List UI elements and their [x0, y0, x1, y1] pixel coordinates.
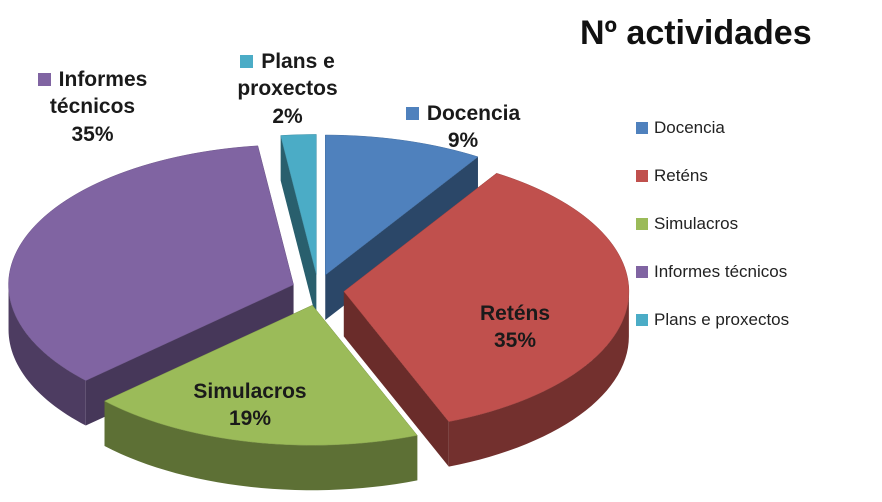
- label-category: Informes técnicos: [49, 68, 148, 119]
- legend-item: Plans e proxectos: [636, 310, 789, 330]
- label-value: 19%: [228, 407, 272, 431]
- slice: [343, 172, 630, 422]
- legend-item: Docencia: [636, 118, 725, 138]
- label-category: Plans e proxectos: [237, 50, 338, 101]
- label-marker: [240, 55, 254, 68]
- legend-item: Reténs: [636, 166, 708, 186]
- data-label: Simulacros 19%: [160, 378, 340, 433]
- legend-label: Simulacros: [654, 214, 739, 233]
- data-label: Docencia 9%: [378, 100, 548, 155]
- legend-item: Informes técnicos: [636, 262, 787, 282]
- data-label: Informes técnicos 35%: [5, 66, 180, 148]
- slice-side: [448, 291, 629, 467]
- label-marker: [37, 73, 51, 86]
- label-value: 9%: [447, 129, 479, 153]
- slice-side: [343, 291, 449, 467]
- legend-swatch: [636, 170, 648, 182]
- slice: [8, 145, 294, 381]
- label-category: Docencia: [426, 102, 521, 125]
- label-category: Simulacros: [193, 380, 307, 403]
- slice: [325, 134, 479, 276]
- label-value: 2%: [272, 104, 303, 128]
- label-value: 35%: [71, 122, 114, 146]
- legend-swatch: [636, 218, 648, 230]
- slice: [280, 134, 317, 275]
- label-category: Reténs: [479, 302, 551, 325]
- label-marker: [405, 107, 419, 120]
- legend-item: Simulacros: [636, 214, 738, 234]
- legend-label: Plans e proxectos: [654, 310, 790, 329]
- label-value: 35%: [493, 329, 537, 353]
- legend-swatch: [636, 122, 648, 134]
- slice-side: [280, 135, 317, 320]
- slice: [103, 304, 418, 446]
- data-label: Plans e proxectos 2%: [200, 48, 375, 130]
- legend-swatch: [636, 314, 648, 326]
- legend-swatch: [636, 266, 648, 278]
- data-label: Reténs 35%: [440, 300, 590, 355]
- chart-title: Nº actividades: [580, 14, 812, 52]
- legend-label: Docencia: [654, 118, 725, 137]
- slice-side: [104, 401, 418, 491]
- legend-label: Informes técnicos: [654, 262, 788, 281]
- legend-label: Reténs: [654, 166, 708, 185]
